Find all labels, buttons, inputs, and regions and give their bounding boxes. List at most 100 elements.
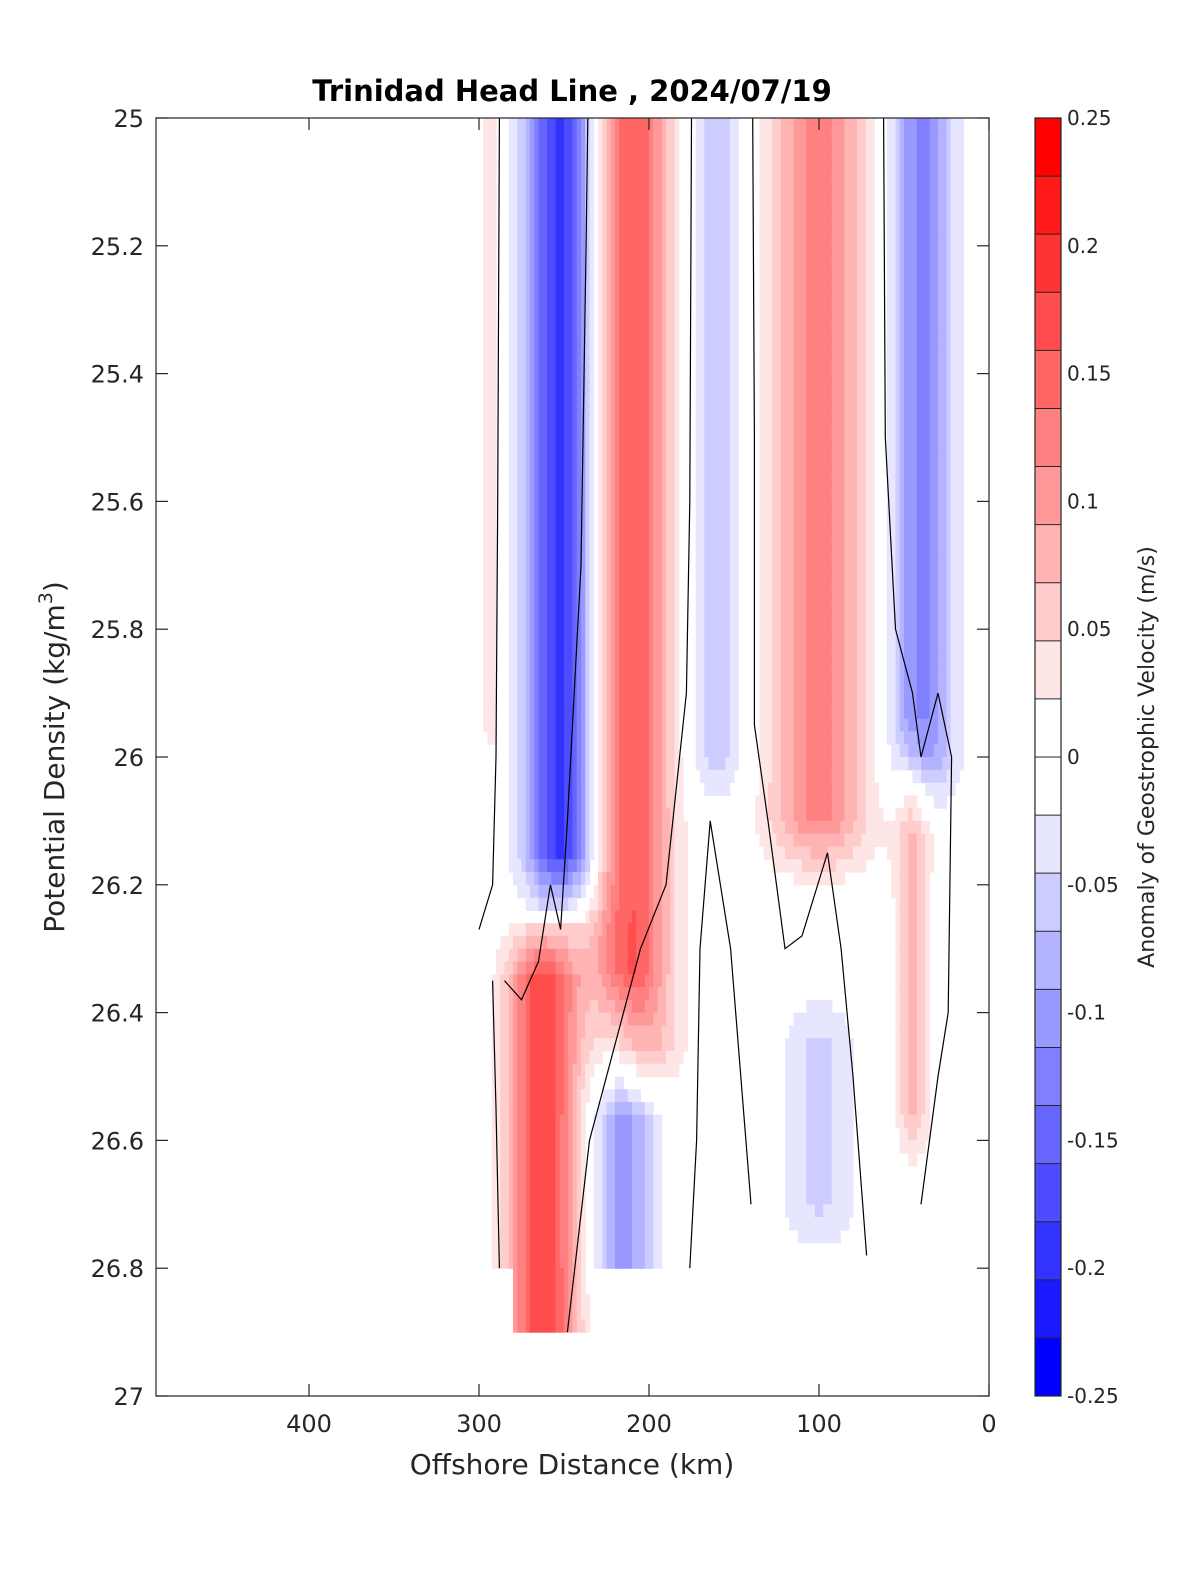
contour-cell [555, 744, 561, 758]
contour-cell [768, 501, 773, 515]
contour-cell [615, 194, 620, 209]
contour-cell [606, 1191, 612, 1205]
contour-cell [564, 1076, 569, 1090]
contour-cell [615, 296, 620, 311]
contour-cell [619, 603, 625, 618]
contour-cell [487, 373, 493, 387]
contour-cell [653, 757, 659, 771]
contour-cell [797, 360, 803, 375]
contour-cell [530, 1012, 535, 1026]
contour-cell [797, 641, 803, 656]
contour-cell [555, 1153, 561, 1167]
contour-cell [547, 1038, 552, 1052]
contour-cell [534, 1076, 540, 1090]
contour-cell [525, 169, 531, 183]
contour-cell [785, 1063, 790, 1078]
contour-cell [525, 373, 531, 387]
contour-cell [734, 565, 739, 579]
contour-cell [615, 897, 620, 911]
contour-cell [721, 705, 727, 720]
contour-cell [695, 590, 701, 605]
contour-cell [534, 335, 540, 349]
contour-cell [572, 629, 578, 643]
contour-cell [508, 437, 514, 451]
contour-cell [491, 1102, 497, 1116]
contour-cell [551, 348, 557, 362]
contour-cell [797, 450, 803, 464]
contour-cell [729, 194, 735, 209]
contour-cell [649, 641, 654, 656]
contour-cell [530, 846, 535, 860]
contour-cell [576, 1204, 582, 1218]
contour-cell [610, 948, 616, 963]
contour-cell [797, 820, 803, 835]
contour-cell [627, 1140, 633, 1154]
contour-cell [610, 450, 616, 464]
contour-cell [542, 1229, 548, 1244]
contour-cell [704, 680, 710, 694]
contour-cell [640, 463, 646, 477]
contour-cell [513, 833, 518, 848]
contour-cell [793, 1025, 799, 1039]
contour-cell [496, 999, 501, 1014]
contour-cell [759, 718, 765, 733]
contour-cell [589, 424, 595, 439]
contour-cell [649, 514, 654, 528]
contour-cell [534, 411, 540, 426]
contour-cell [797, 872, 803, 886]
contour-cell [576, 437, 582, 451]
contour-cell [547, 935, 552, 950]
contour-cell [708, 386, 714, 400]
contour-cell [670, 335, 676, 349]
contour-cell [657, 935, 663, 950]
contour-cell [674, 731, 680, 745]
contour-cell [496, 1127, 501, 1141]
contour-cell [666, 181, 671, 196]
contour-cell [640, 284, 646, 298]
contour-cell [602, 1204, 608, 1218]
contour-cell [530, 1255, 535, 1269]
contour-cell [636, 872, 642, 886]
contour-cell [610, 629, 616, 643]
contour-cell [610, 884, 616, 899]
contour-cell [632, 156, 637, 170]
contour-cell [768, 744, 773, 758]
contour-cell [542, 603, 548, 618]
contour-cell [547, 999, 552, 1014]
contour-cell [729, 629, 735, 643]
contour-cell [500, 1076, 506, 1090]
contour-cell [700, 578, 705, 592]
contour-cell [780, 744, 786, 758]
contour-cell [623, 999, 629, 1014]
contour-cell [602, 833, 608, 848]
contour-cell [704, 348, 710, 362]
contour-cell [636, 1102, 642, 1116]
contour-cell [547, 258, 552, 272]
contour-cell [674, 744, 680, 758]
contour-cell [725, 233, 731, 247]
contour-cell [780, 833, 786, 848]
contour-cell [627, 1114, 633, 1129]
contour-cell [513, 629, 518, 643]
contour-cell [551, 258, 557, 272]
contour-cell [525, 1153, 531, 1167]
contour-cell [483, 501, 489, 515]
contour-cell [619, 680, 625, 694]
contour-cell [797, 475, 803, 490]
velocity-contour-fills [483, 118, 965, 1333]
contour-cell [504, 1114, 510, 1129]
contour-cell [585, 731, 591, 745]
contour-cell [619, 1204, 625, 1218]
contour-cell [534, 565, 540, 579]
contour-cell [606, 897, 612, 911]
contour-cell [568, 629, 574, 643]
contour-cell [640, 795, 646, 809]
contour-cell [644, 1204, 650, 1218]
contour-cell [559, 795, 565, 809]
contour-cell [776, 424, 782, 439]
contour-cell [534, 872, 540, 886]
contour-cell [585, 987, 591, 1001]
contour-cell [632, 884, 637, 899]
contour-cell [568, 424, 574, 439]
contour-cell [568, 1178, 574, 1193]
